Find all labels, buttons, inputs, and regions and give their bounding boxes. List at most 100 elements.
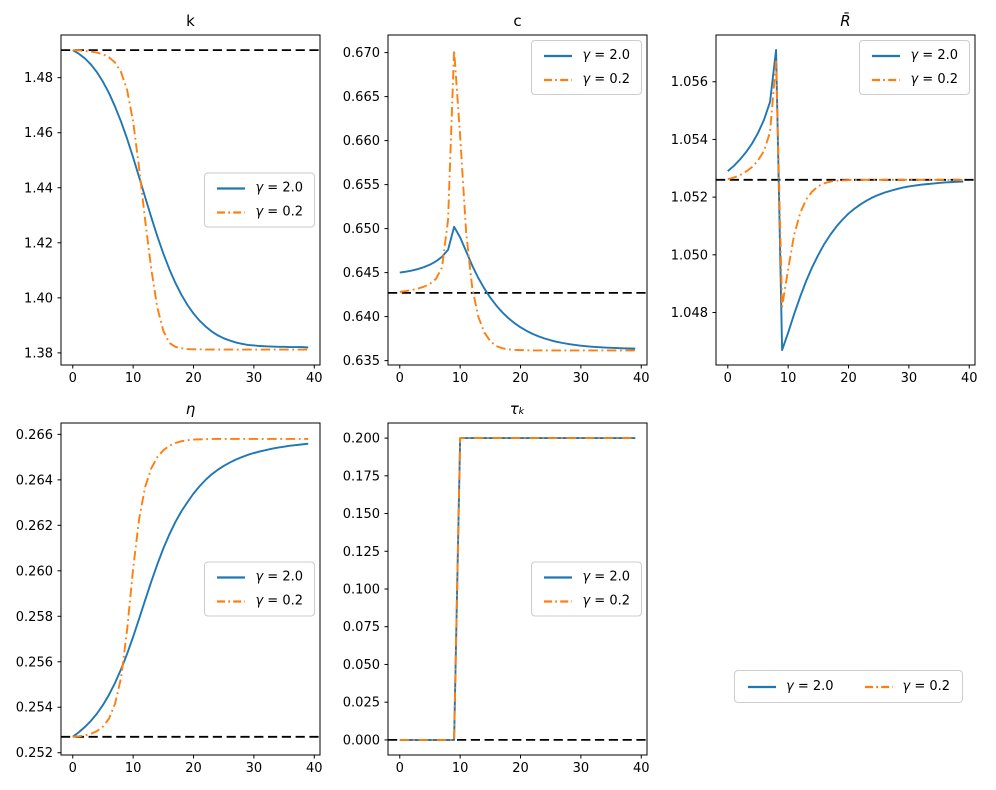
x-tick-label: 20 [512,371,529,386]
legend-entry: γ = 2.0 [216,570,303,585]
y-tick-label: 0.264 [16,473,53,488]
x-tick-label: 20 [840,371,857,386]
series-line-gamma-2.0 [72,442,309,738]
dashdot-line-sample-icon [872,78,901,81]
legend-label: γ = 0.2 [910,72,958,87]
dashdot-line-sample-icon [544,599,573,603]
x-tick-label: 0 [396,371,404,386]
legend-entry: γ = 0.2 [216,205,303,220]
legend-label: γ = 2.0 [255,180,303,196]
y-tick-label: 0.258 [16,610,53,625]
x-tick-label: 40 [306,761,323,776]
y-tick-label: 1.48 [24,71,53,86]
legend-box-tau-k: γ = 2.0 γ = 0.2 [531,561,642,617]
y-tick-label: 0.252 [16,746,53,761]
solid-line-sample-icon [544,575,573,579]
x-tick-label: 0 [69,761,77,776]
x-tick-label: 10 [780,371,797,386]
x-tick-label: 40 [633,371,650,386]
plot-area-tau-k: τₖ 0 10 20 30 40 0.000 0.025 0.050 0.075 0.100 0.12… [343,400,650,776]
series-line-gamma-2.0 [72,49,309,349]
figure-legend-box: γ = 2.0 γ = 0.2 [734,670,964,703]
x-tick-label: 30 [573,761,590,776]
y-tick-label: 0.256 [16,655,53,670]
legend-box-k: γ = 2.0 γ = 0.2 [204,172,315,228]
legend-entry: γ = 0.2 [543,594,630,609]
subplot-R-bar: R̄ 0 10 20 30 40 1.048 1.050 1.052 1.054 1.056 γ = … [671,11,978,386]
subplot-k: k 0 10 20 30 40 1.38 1.40 1.42 1.44 1.46 1.48 γ = 2.… [24,12,322,386]
legend-label: γ = 2.0 [786,679,834,694]
legend-label: γ = 2.0 [255,569,303,585]
dashdot-line-sample-icon [864,685,893,688]
y-tick-label: 0.650 [343,222,380,237]
y-tick-label: 0.025 [343,696,380,711]
solid-line-sample-icon [217,575,246,579]
dashdot-line-sample-icon [544,78,573,81]
legend-label: γ = 0.2 [582,593,630,609]
y-tick-label: 0.660 [343,134,380,149]
y-tick-label: 1.42 [24,236,53,251]
plot-title-tau-k: τₖ [510,400,525,418]
y-tick-label: 0.075 [343,620,380,635]
dashdot-line-sample-icon [217,599,246,603]
legend-entry: γ = 0.2 [216,594,303,609]
x-tick-label: 20 [185,371,202,386]
legend-label: γ = 2.0 [582,48,630,63]
axes-frame [715,34,976,366]
plot-area-eta: η 0 10 20 30 40 0.252 0.254 0.256 0.258 0.260 0.262… [16,400,323,776]
plot-area-R-bar: R̄ 0 10 20 30 40 1.048 1.050 1.052 1.054 1.056 [671,11,978,386]
solid-line-sample-icon [748,685,776,688]
legend-entry: γ = 2.0 [543,48,630,63]
legend-label: γ = 2.0 [910,48,958,63]
series-line-gamma-0.2 [72,437,309,738]
y-tick-label: 0.200 [343,432,380,447]
y-tick-label: 0.175 [343,469,380,484]
legend-label: γ = 0.2 [255,204,303,220]
series-line-gamma-0.2 [72,49,309,351]
y-tick-label: 1.052 [671,191,708,206]
y-tick-label: 0.645 [343,266,380,281]
plot-area-c: c 0 10 20 30 40 0.635 0.640 0.645 0.650 0.655 0.660… [343,12,650,386]
y-tick-label: 1.048 [671,306,708,321]
y-tick-label: 0.050 [343,658,380,673]
y-tick-label: 1.050 [671,248,708,263]
series-line-gamma-0.2 [727,60,964,308]
y-tick-label: 1.054 [671,133,708,148]
subplot-eta: η 0 10 20 30 40 0.252 0.254 0.256 0.258 0.260 0.262… [16,400,323,776]
axes-frame [60,34,321,366]
y-tick-label: 0.125 [343,545,380,560]
y-tick-label: 0.254 [16,701,53,716]
y-tick-label: 0.266 [16,428,53,443]
x-tick-label: 40 [961,371,978,386]
y-tick-label: 0.640 [343,310,380,325]
series-line-gamma-0.2 [399,437,636,741]
x-tick-label: 30 [573,371,590,386]
series-line-gamma-2.0 [399,225,636,350]
y-tick-label: 1.44 [24,181,53,196]
legend-label: γ = 0.2 [902,679,951,694]
solid-line-sample-icon [217,186,246,190]
plot-title-eta: η [186,400,196,418]
legend-entry: γ = 2.0 [543,570,630,585]
x-tick-label: 0 [724,371,732,386]
x-tick-label: 30 [246,371,263,386]
legend-entry: γ = 0.2 [864,679,951,694]
y-tick-label: 0.670 [343,46,380,61]
subplot-c: c 0 10 20 30 40 0.635 0.640 0.645 0.650 0.655 0.660… [343,12,650,386]
legend-entry: γ = 2.0 [216,181,303,196]
x-tick-label: 40 [306,371,323,386]
axes-frame [60,422,321,756]
x-tick-label: 20 [512,761,529,776]
legend-box-R-bar: γ = 2.0 γ = 0.2 [859,40,970,95]
series-line-gamma-0.2 [399,49,636,352]
dashdot-line-sample-icon [217,210,246,214]
plot-title-R-bar: R̄ [840,11,850,30]
y-tick-label: 0.635 [343,354,380,369]
solid-line-sample-icon [872,54,901,57]
legend-box-eta: γ = 2.0 γ = 0.2 [204,561,315,617]
legend-entry: γ = 0.2 [871,72,958,87]
x-tick-label: 30 [246,761,263,776]
legend-label: γ = 2.0 [582,569,630,585]
x-tick-label: 0 [69,371,77,386]
